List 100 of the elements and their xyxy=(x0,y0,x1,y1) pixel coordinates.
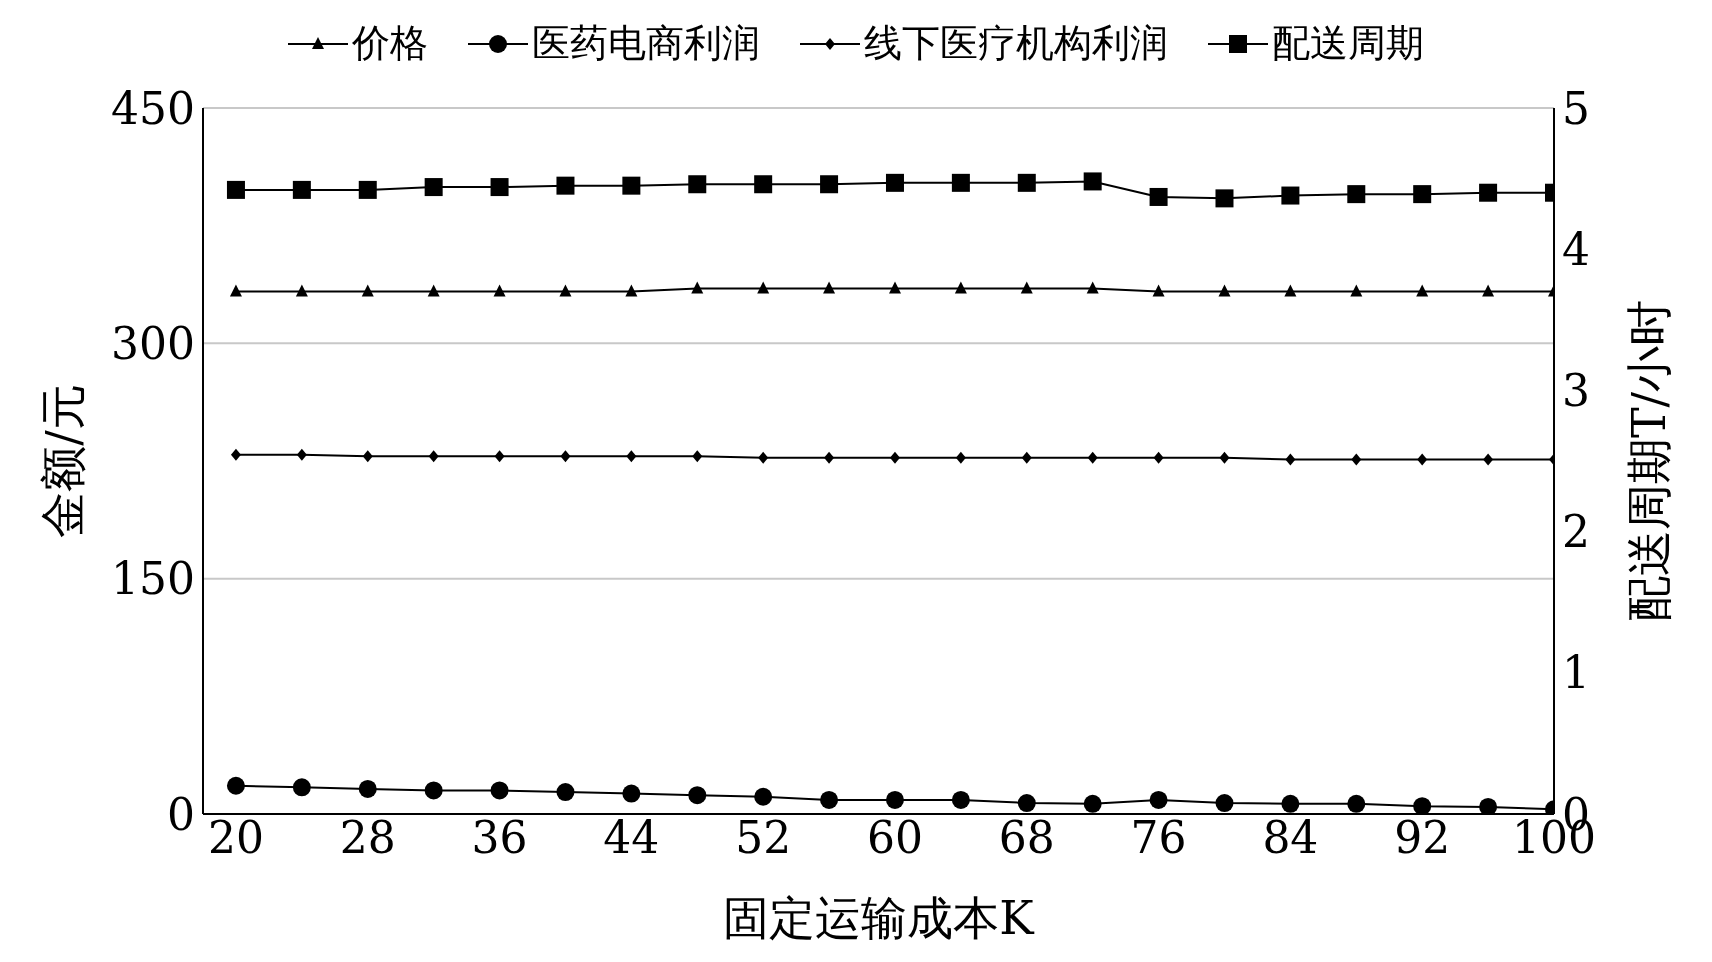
point xyxy=(754,787,773,806)
point xyxy=(424,178,443,197)
y2-tick-label: 1 xyxy=(1562,647,1590,699)
point xyxy=(362,450,373,463)
legend-label: 价格 xyxy=(351,20,428,67)
point xyxy=(559,284,572,297)
point xyxy=(1017,794,1036,813)
point xyxy=(820,175,839,194)
point xyxy=(230,448,241,461)
point xyxy=(292,778,311,797)
point xyxy=(493,284,506,297)
point xyxy=(226,776,245,795)
y2-tick-label: 4 xyxy=(1562,223,1590,275)
y2-tick-label: 2 xyxy=(1562,506,1590,558)
point xyxy=(1413,797,1432,814)
point xyxy=(954,281,967,294)
point xyxy=(1153,451,1164,464)
point xyxy=(494,450,505,463)
point xyxy=(688,175,707,194)
y2-tick-label: 5 xyxy=(1562,82,1590,134)
x-tick-label: 52 xyxy=(735,812,792,864)
legend-label: 医药电商利润 xyxy=(531,20,760,67)
point xyxy=(1482,284,1495,297)
point xyxy=(1416,284,1429,297)
y-tick-label: 150 xyxy=(111,553,195,605)
y-tick-label: 450 xyxy=(111,82,195,134)
point xyxy=(1479,183,1498,202)
point xyxy=(622,176,641,195)
point xyxy=(691,281,704,294)
point xyxy=(1417,453,1428,466)
point xyxy=(622,784,641,803)
point xyxy=(692,450,703,463)
point xyxy=(1017,173,1036,192)
point xyxy=(1350,284,1363,297)
point xyxy=(424,781,443,800)
point xyxy=(1086,281,1099,294)
point xyxy=(556,783,575,802)
x-tick-label: 60 xyxy=(866,812,923,864)
point xyxy=(358,779,377,798)
point xyxy=(625,284,638,297)
point xyxy=(1083,794,1102,813)
point xyxy=(1351,453,1362,466)
point xyxy=(490,178,509,197)
point xyxy=(1152,284,1165,297)
point xyxy=(296,448,307,461)
point xyxy=(951,790,970,809)
point xyxy=(758,451,769,464)
point xyxy=(229,284,242,297)
point xyxy=(428,450,439,463)
point xyxy=(1021,451,1032,464)
point xyxy=(1215,794,1234,813)
point xyxy=(1149,790,1168,809)
legend-label: 线下医疗机构利润 xyxy=(863,20,1168,67)
point xyxy=(885,173,904,192)
point xyxy=(292,180,311,199)
x-tick-label: 76 xyxy=(1130,812,1187,864)
point xyxy=(358,180,377,199)
x-tick-label: 36 xyxy=(471,812,528,864)
point xyxy=(757,281,770,294)
point xyxy=(951,173,970,192)
point xyxy=(1281,186,1300,205)
point xyxy=(824,451,835,464)
point xyxy=(1284,284,1297,297)
point xyxy=(754,175,773,194)
x-tick-label: 20 xyxy=(207,812,264,864)
point xyxy=(1479,797,1498,814)
point xyxy=(556,176,575,195)
x-axis-title: 固定运输成本K xyxy=(723,891,1036,945)
point xyxy=(1281,794,1300,813)
point xyxy=(560,450,571,463)
y2-tick-label: 3 xyxy=(1562,365,1590,417)
point xyxy=(1149,187,1168,206)
point xyxy=(1347,794,1366,813)
point xyxy=(820,790,839,809)
point xyxy=(823,281,836,294)
x-tick-label: 68 xyxy=(998,812,1055,864)
point xyxy=(1219,451,1230,464)
point xyxy=(490,781,509,800)
point xyxy=(626,450,637,463)
point xyxy=(1413,185,1432,204)
point xyxy=(295,284,308,297)
point xyxy=(1218,284,1231,297)
point xyxy=(885,790,904,809)
x-tick-label: 28 xyxy=(339,812,396,864)
point xyxy=(1020,281,1033,294)
point xyxy=(226,180,245,199)
point xyxy=(1285,453,1296,466)
y2-axis-title: 配送周期T/小时 xyxy=(1622,299,1676,623)
x-tick-label: 84 xyxy=(1262,812,1319,864)
point xyxy=(1087,451,1098,464)
point xyxy=(888,281,901,294)
legend-label: 配送周期 xyxy=(1271,20,1424,67)
point xyxy=(1483,453,1494,466)
point xyxy=(1347,185,1366,204)
point xyxy=(889,451,900,464)
y-tick-label: 0 xyxy=(167,788,195,840)
point xyxy=(361,284,374,297)
point xyxy=(1215,189,1234,208)
point xyxy=(955,451,966,464)
y-tick-label: 300 xyxy=(111,317,195,369)
